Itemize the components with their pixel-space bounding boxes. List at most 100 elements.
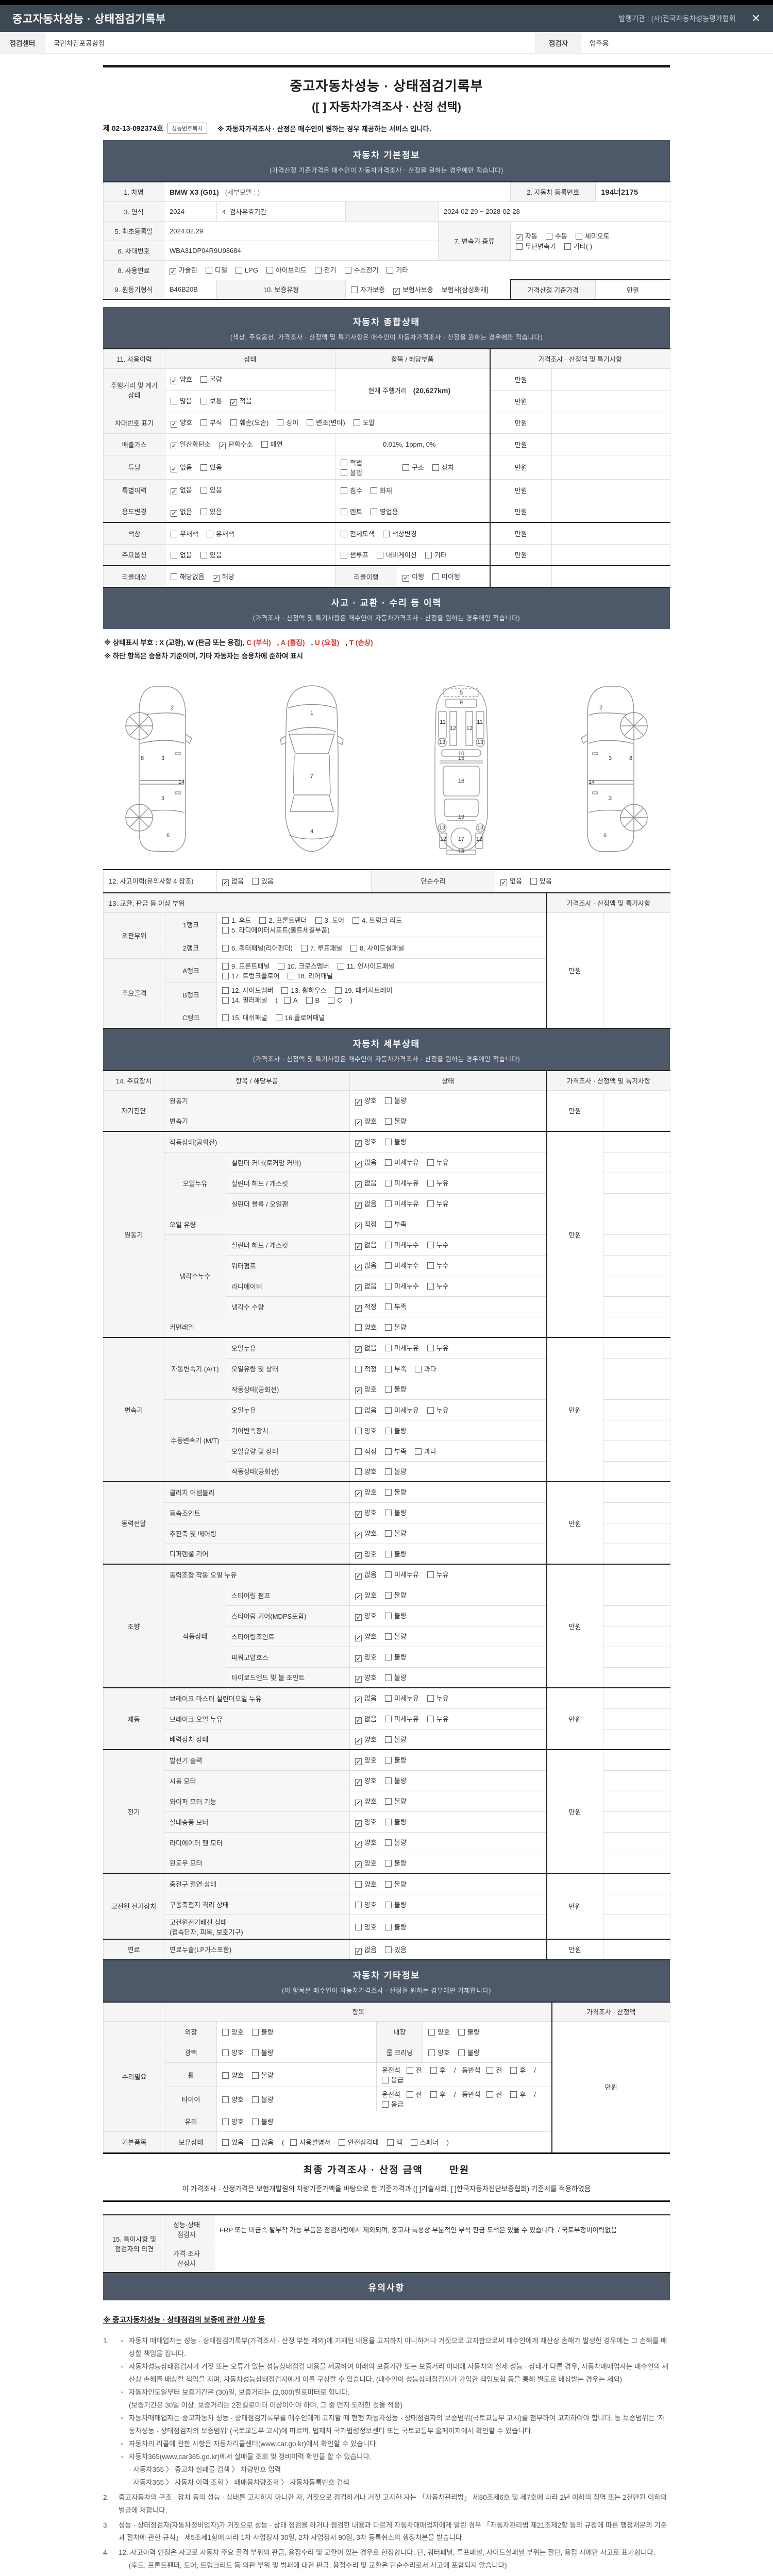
checkbox-option[interactable]: 있음: [200, 485, 222, 495]
unchecked-checkbox[interactable]: [425, 552, 432, 559]
unchecked-checkbox[interactable]: [222, 2049, 229, 2057]
checked-checkbox[interactable]: ✓: [402, 574, 409, 582]
checkbox-option[interactable]: ✓ 양호: [355, 1137, 377, 1147]
checked-checkbox[interactable]: ✓: [230, 399, 237, 406]
checkbox-option[interactable]: 양호: [222, 2116, 244, 2126]
checked-checkbox[interactable]: ✓: [355, 1572, 362, 1580]
unchecked-checkbox[interactable]: [427, 1345, 434, 1352]
checkbox-option[interactable]: 있음: [200, 506, 222, 516]
checkbox-option[interactable]: 불량: [251, 2070, 274, 2080]
checkbox-option[interactable]: 수동: [545, 231, 567, 241]
checkbox-option[interactable]: ✓ 탄화수소: [219, 439, 253, 449]
unchecked-checkbox[interactable]: [277, 419, 284, 426]
unchecked-checkbox[interactable]: [427, 1406, 434, 1414]
checkbox-option[interactable]: 있음: [200, 462, 222, 472]
checkbox-option[interactable]: ✓ 양호: [355, 1590, 377, 1601]
checkbox-option[interactable]: 해당없음: [171, 571, 205, 581]
checked-checkbox[interactable]: ✓: [355, 1717, 362, 1724]
checkbox-option[interactable]: 적법: [341, 457, 362, 467]
unchecked-checkbox[interactable]: [545, 232, 552, 240]
unchecked-checkbox[interactable]: [382, 2077, 389, 2084]
unchecked-checkbox[interactable]: [384, 1777, 392, 1785]
checkbox-option[interactable]: ✓ 양호: [355, 1858, 377, 1868]
checkbox-option[interactable]: ✓ 양호: [171, 417, 192, 428]
checkbox-option[interactable]: 9. 프론트패널: [222, 961, 270, 971]
checkbox-option[interactable]: 후: [430, 2065, 446, 2075]
checkbox-option[interactable]: 12. 사이드멤버: [222, 985, 273, 995]
unchecked-checkbox[interactable]: [355, 1880, 362, 1888]
checked-checkbox[interactable]: ✓: [355, 1696, 362, 1704]
checkbox-option[interactable]: 불량: [384, 1095, 407, 1105]
unchecked-checkbox[interactable]: [235, 266, 242, 274]
checked-checkbox[interactable]: ✓: [170, 267, 176, 275]
unchecked-checkbox[interactable]: [384, 1654, 392, 1661]
unchecked-checkbox[interactable]: [171, 530, 177, 537]
checkbox-option[interactable]: ✓ 양호: [355, 1507, 377, 1518]
unchecked-checkbox[interactable]: [206, 530, 213, 537]
checkbox-option[interactable]: 불량: [384, 1590, 407, 1600]
checkbox-option[interactable]: 누유: [427, 1157, 449, 1167]
checkbox-option[interactable]: 양호: [428, 2027, 450, 2037]
checkbox-option[interactable]: 있음: [200, 550, 222, 560]
checkbox-option[interactable]: ✓ 없음: [355, 1240, 377, 1250]
checkbox-option[interactable]: 양호: [222, 2094, 244, 2104]
unchecked-checkbox[interactable]: [430, 2067, 437, 2074]
unchecked-checkbox[interactable]: [432, 464, 439, 471]
checkbox-option[interactable]: 있음: [530, 876, 552, 886]
unchecked-checkbox[interactable]: [251, 2119, 259, 2126]
checked-checkbox[interactable]: ✓: [355, 1614, 362, 1621]
checked-checkbox[interactable]: ✓: [355, 1160, 362, 1168]
checkbox-option[interactable]: 미세누유: [384, 1178, 419, 1188]
checkbox-option[interactable]: ✓ 없음: [355, 1343, 377, 1353]
checked-checkbox[interactable]: ✓: [355, 1799, 362, 1807]
unchecked-checkbox[interactable]: [306, 996, 313, 1004]
checked-checkbox[interactable]: ✓: [355, 1201, 362, 1209]
checkbox-option[interactable]: 전: [486, 2089, 502, 2099]
unchecked-checkbox[interactable]: [384, 1139, 392, 1146]
checkbox-option[interactable]: 훼손(오손): [230, 417, 268, 427]
checkbox-option[interactable]: 양호: [222, 2047, 244, 2057]
checkbox-option[interactable]: 13. 휠하우스: [281, 985, 327, 995]
checkbox-option[interactable]: 전: [406, 2065, 422, 2075]
unchecked-checkbox[interactable]: [382, 530, 390, 537]
checked-checkbox[interactable]: ✓: [516, 233, 523, 241]
checked-checkbox[interactable]: ✓: [355, 1511, 362, 1518]
checkbox-option[interactable]: 누유: [427, 1569, 449, 1579]
checkbox-option[interactable]: 누유: [427, 1178, 449, 1188]
checkbox-option[interactable]: 불량: [384, 1775, 407, 1785]
checkbox-option[interactable]: 불량: [384, 1137, 407, 1146]
checkbox-option[interactable]: 불량: [251, 2047, 274, 2057]
unchecked-checkbox[interactable]: [259, 917, 266, 924]
checkbox-option[interactable]: 16.플로어패널: [275, 1012, 325, 1022]
unchecked-checkbox[interactable]: [351, 286, 358, 293]
unchecked-checkbox[interactable]: [384, 1386, 392, 1393]
unchecked-checkbox[interactable]: [384, 1324, 392, 1331]
checked-checkbox[interactable]: ✓: [171, 377, 177, 384]
unchecked-checkbox[interactable]: [341, 487, 347, 494]
checkbox-option[interactable]: C: [328, 996, 342, 1004]
checked-checkbox[interactable]: ✓: [355, 1140, 362, 1147]
checkbox-option[interactable]: ✓ 양호: [355, 1734, 377, 1744]
checkbox-option[interactable]: 부족: [384, 1446, 407, 1456]
checkbox-option[interactable]: 11. 인사이드패널: [337, 961, 394, 971]
checkbox-option[interactable]: ✓ 양호: [355, 1652, 377, 1663]
unchecked-checkbox[interactable]: [341, 530, 347, 537]
checkbox-option[interactable]: 기타( ): [564, 241, 592, 251]
unchecked-checkbox[interactable]: [337, 962, 344, 970]
checkbox-option[interactable]: 스패너: [410, 2137, 439, 2147]
checkbox-option[interactable]: 6. 쿼터패널(리어펜더): [222, 943, 293, 953]
checkbox-option[interactable]: ✓ 없음: [171, 462, 192, 472]
checkbox-option[interactable]: ✓ 해당: [212, 571, 234, 582]
unchecked-checkbox[interactable]: [384, 1159, 392, 1166]
unchecked-checkbox[interactable]: [222, 2119, 229, 2126]
unchecked-checkbox[interactable]: [530, 877, 537, 885]
checkbox-option[interactable]: 1. 후드: [222, 915, 251, 925]
checkbox-option[interactable]: ✓ 없음: [355, 1178, 377, 1189]
checkbox-option[interactable]: 매연: [261, 439, 283, 449]
unchecked-checkbox[interactable]: [339, 2139, 345, 2146]
unchecked-checkbox[interactable]: [222, 2029, 229, 2036]
unchecked-checkbox[interactable]: [384, 1448, 392, 1455]
checkbox-option[interactable]: 불량: [384, 1755, 407, 1765]
checked-checkbox[interactable]: ✓: [355, 1387, 362, 1395]
unchecked-checkbox[interactable]: [414, 1448, 422, 1455]
